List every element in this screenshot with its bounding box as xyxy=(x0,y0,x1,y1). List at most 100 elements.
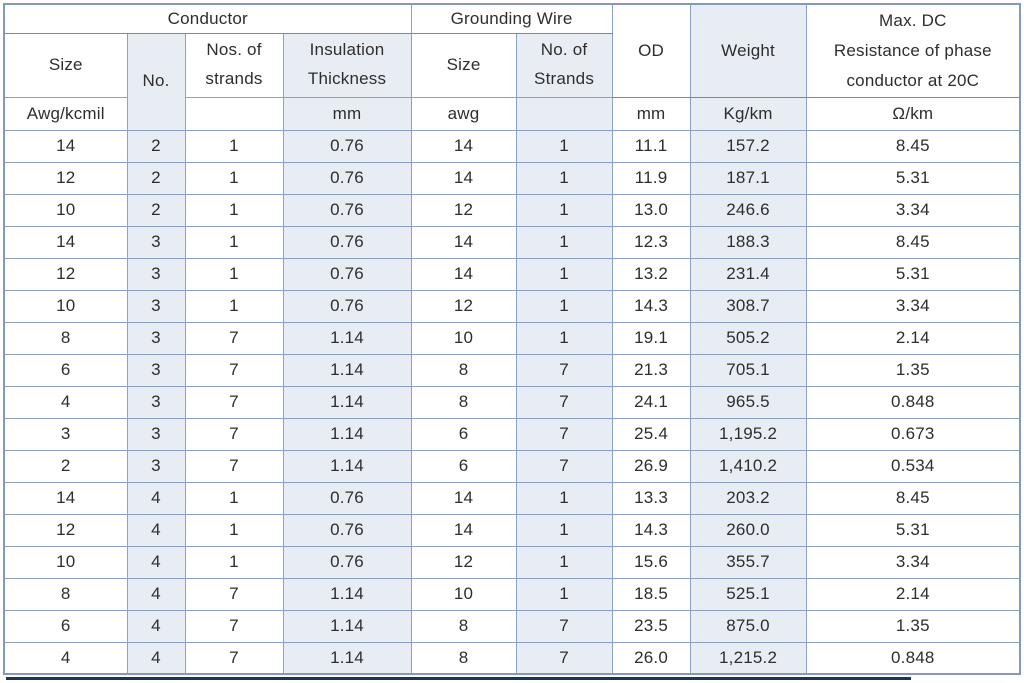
cell: 6 xyxy=(3,609,128,643)
cell: 1,195.2 xyxy=(689,417,807,451)
cell: 0.76 xyxy=(282,193,412,227)
table-row: 6 4 7 1.14 8 7 23.5 875.0 1.35 xyxy=(3,609,1021,643)
table-row: 2 3 7 1.14 6 7 26.9 1,410.2 0.534 xyxy=(3,449,1021,483)
cell: 1 xyxy=(515,289,613,323)
cell: 3 xyxy=(126,385,186,419)
cell: 1 xyxy=(515,193,613,227)
cell: 3 xyxy=(126,225,186,259)
cell: 12.3 xyxy=(611,225,691,259)
grounding-no-of-strands-header: No. of Strands xyxy=(515,32,613,98)
cell: 8 xyxy=(410,609,517,643)
cell: 3.34 xyxy=(805,193,1021,227)
cell: 505.2 xyxy=(689,321,807,355)
cell: 1.14 xyxy=(282,641,412,675)
cell: 1 xyxy=(184,193,284,227)
cell: 8.45 xyxy=(805,481,1021,515)
cell: 1 xyxy=(184,225,284,259)
cell: 0.76 xyxy=(282,289,412,323)
resistance-unit: Ω/km xyxy=(805,96,1021,131)
cell: 19.1 xyxy=(611,321,691,355)
cell: 246.6 xyxy=(689,193,807,227)
od-unit: mm xyxy=(611,96,691,131)
cell: 705.1 xyxy=(689,353,807,387)
cell: 1.35 xyxy=(805,353,1021,387)
cell: 14 xyxy=(410,257,517,291)
cell: 8 xyxy=(3,577,128,611)
cell: 0.76 xyxy=(282,161,412,195)
cell: 13.3 xyxy=(611,481,691,515)
table-row: 10 4 1 0.76 12 1 15.6 355.7 3.34 xyxy=(3,545,1021,579)
cell: 7 xyxy=(515,609,613,643)
cell: 2 xyxy=(126,161,186,195)
cell: 7 xyxy=(184,641,284,675)
cell: 7 xyxy=(184,417,284,451)
table-row: 14 3 1 0.76 14 1 12.3 188.3 8.45 xyxy=(3,225,1021,259)
cell: 7 xyxy=(184,577,284,611)
cell: 0.848 xyxy=(805,385,1021,419)
cell: 1.14 xyxy=(282,385,412,419)
cell: 1 xyxy=(515,481,613,515)
cell: 1.35 xyxy=(805,609,1021,643)
cell: 21.3 xyxy=(611,353,691,387)
cell: 1.14 xyxy=(282,609,412,643)
table-row: 6 3 7 1.14 8 7 21.3 705.1 1.35 xyxy=(3,353,1021,387)
cell: 12 xyxy=(3,257,128,291)
cell: 3 xyxy=(3,417,128,451)
cell: 7 xyxy=(515,385,613,419)
cell: 188.3 xyxy=(689,225,807,259)
cell: 1 xyxy=(515,225,613,259)
cell: 4 xyxy=(126,481,186,515)
cell: 12 xyxy=(3,161,128,195)
cell: 5.31 xyxy=(805,161,1021,195)
cell: 6 xyxy=(410,417,517,451)
cell: 3 xyxy=(126,289,186,323)
cell: 1 xyxy=(515,321,613,355)
cell: 1 xyxy=(515,161,613,195)
cell: 0.76 xyxy=(282,545,412,579)
cell: 1 xyxy=(515,577,613,611)
cell: 24.1 xyxy=(611,385,691,419)
cell: 8 xyxy=(3,321,128,355)
cell: 875.0 xyxy=(689,609,807,643)
cell: 8 xyxy=(410,641,517,675)
bottom-accent-line xyxy=(6,677,911,680)
conductor-size-header: Size xyxy=(3,32,128,98)
max-dc-resistance-header: Max. DC Resistance of phase conductor at… xyxy=(805,3,1021,98)
cell: 308.7 xyxy=(689,289,807,323)
cell: 1 xyxy=(184,289,284,323)
cell: 8 xyxy=(410,353,517,387)
cell: 1.14 xyxy=(282,353,412,387)
table-header: Conductor Grounding Wire OD Weight Max. … xyxy=(3,3,1021,131)
table-row: 4 3 7 1.14 8 7 24.1 965.5 0.848 xyxy=(3,385,1021,419)
cell: 13.2 xyxy=(611,257,691,291)
cell: 2 xyxy=(126,193,186,227)
cell: 1 xyxy=(515,513,613,547)
cell: 7 xyxy=(184,353,284,387)
cell: 10 xyxy=(410,321,517,355)
cell: 12 xyxy=(410,545,517,579)
grounding-no-of-strands-unit xyxy=(515,96,613,131)
cell: 14 xyxy=(3,225,128,259)
cell: 0.76 xyxy=(282,481,412,515)
cell: 3 xyxy=(126,353,186,387)
table-row: 14 2 1 0.76 14 1 11.1 157.2 8.45 xyxy=(3,129,1021,163)
cell: 1 xyxy=(184,513,284,547)
cell: 14 xyxy=(3,481,128,515)
cell: 7 xyxy=(184,609,284,643)
cable-spec-table: Conductor Grounding Wire OD Weight Max. … xyxy=(3,3,1022,675)
cell: 14 xyxy=(410,225,517,259)
cell: 10 xyxy=(3,289,128,323)
cell: 1.14 xyxy=(282,449,412,483)
weight-unit: Kg/km xyxy=(689,96,807,131)
table-row: 10 2 1 0.76 12 1 13.0 246.6 3.34 xyxy=(3,193,1021,227)
cell: 1,410.2 xyxy=(689,449,807,483)
cell: 11.9 xyxy=(611,161,691,195)
cell: 965.5 xyxy=(689,385,807,419)
insulation-thickness-header: Insulation Thickness xyxy=(282,32,412,98)
cell: 3 xyxy=(126,257,186,291)
cell: 1 xyxy=(184,545,284,579)
cell: 11.1 xyxy=(611,129,691,163)
cell: 14 xyxy=(410,481,517,515)
cell: 7 xyxy=(515,449,613,483)
cell: 1 xyxy=(184,161,284,195)
